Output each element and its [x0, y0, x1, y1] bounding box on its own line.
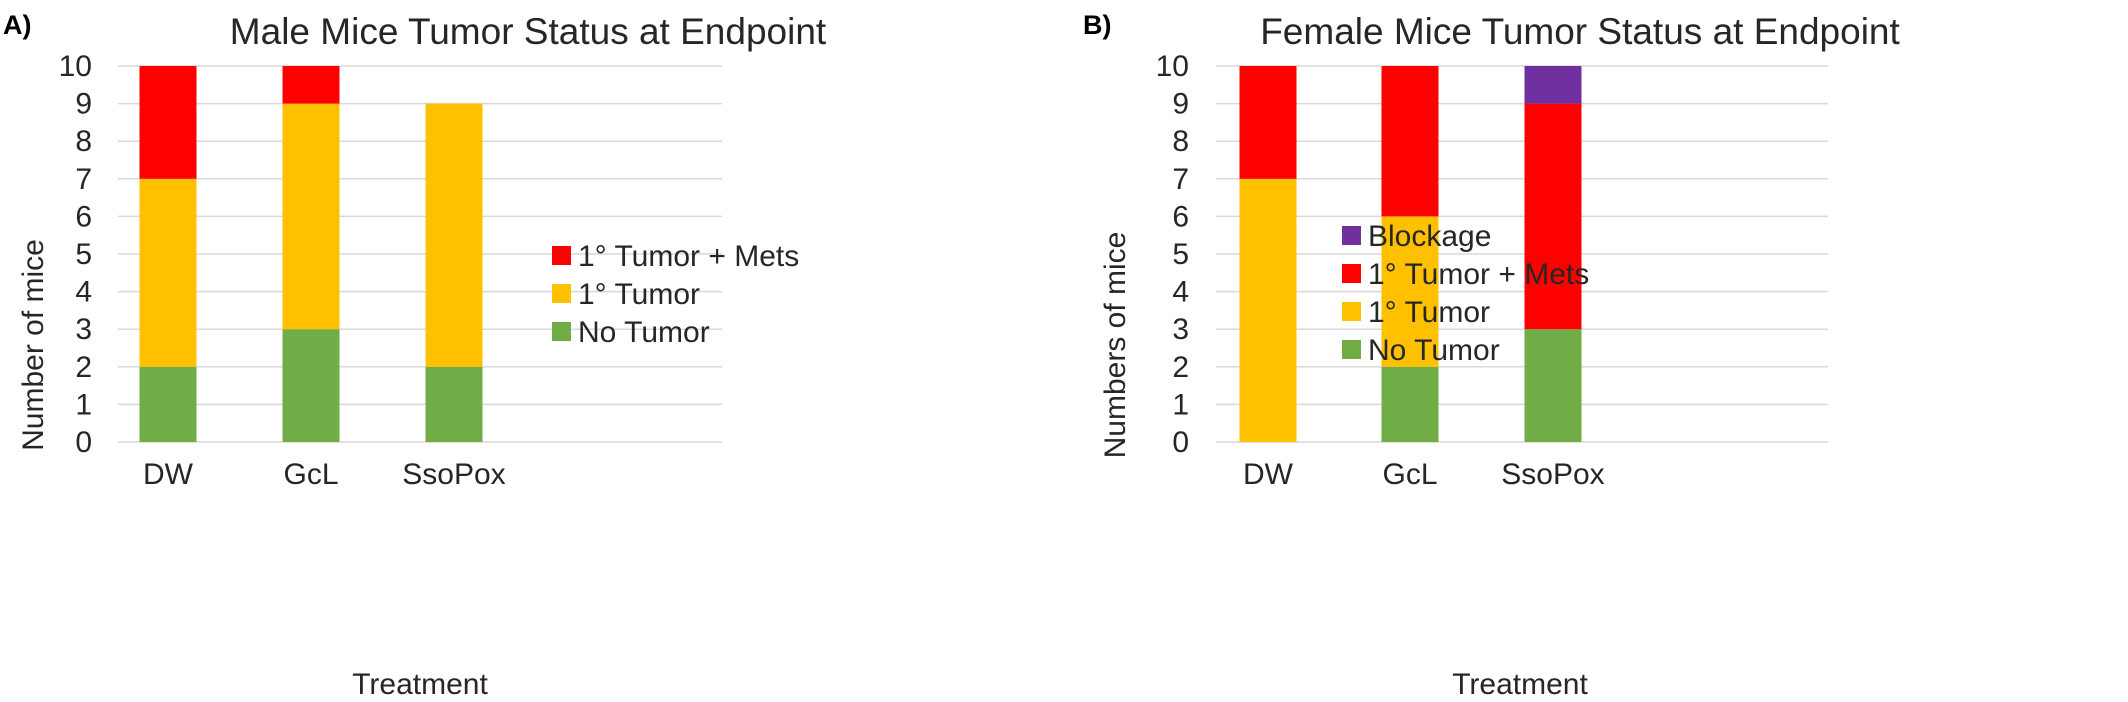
y-tick-label-9: 9 — [1172, 88, 1189, 121]
y-tick-label-2: 2 — [75, 351, 92, 384]
y-tick-label-0: 0 — [1172, 426, 1189, 459]
bar-ssopox-no-tumor — [1524, 329, 1582, 442]
y-tick-label-0: 0 — [75, 426, 92, 459]
y-tick-label-3: 3 — [75, 313, 92, 346]
panel-label-b: B) — [1083, 10, 1112, 40]
x-ticks-male: DW GcL SsoPox — [143, 458, 506, 491]
legend-label-1-tumor: 1° Tumor — [578, 278, 700, 311]
legend-label-no-tumor: No Tumor — [1368, 334, 1500, 367]
bar-gcl-no-tumor — [282, 329, 340, 442]
legend-swatch-1-tumor — [1342, 302, 1361, 321]
bars-female — [1239, 66, 1582, 443]
legend-swatch-1-tumor — [552, 284, 571, 303]
legend-female: Blockage 1° Tumor + Mets 1° Tumor No Tumor — [1342, 220, 1589, 367]
y-axis-title-female: Numbers of mice — [1099, 232, 1132, 459]
y-tick-label-10: 10 — [1156, 50, 1189, 83]
x-tick-label-gcl: GcL — [1382, 458, 1437, 491]
y-tick-label-8: 8 — [75, 125, 92, 158]
chart-title-female: Female Mice Tumor Status at Endpoint — [1260, 11, 1900, 52]
legend-swatch-1-tumor-plus-mets — [552, 246, 571, 265]
y-tick-label-6: 6 — [75, 200, 92, 233]
bar-gcl-1-tumor — [1381, 216, 1439, 367]
gridlines-male — [118, 65, 722, 443]
y-tick-label-4: 4 — [1172, 276, 1189, 309]
bar-gcl-1-tumor-plus-mets — [1381, 66, 1439, 217]
legend-label-1-tumor-plus-mets: 1° Tumor + Mets — [578, 240, 799, 273]
chart-female-mice: B) Female Mice Tumor Status at Endpoint … — [1083, 10, 1901, 701]
legend-label-1-tumor: 1° Tumor — [1368, 296, 1490, 329]
legend-label-blockage: Blockage — [1368, 220, 1491, 253]
bar-dw-1-tumor — [1239, 178, 1297, 443]
bar-dw-1-tumor-plus-mets — [139, 66, 197, 179]
y-tick-label-1: 1 — [1172, 388, 1189, 421]
y-tick-label-6: 6 — [1172, 200, 1189, 233]
gridlines-female — [1216, 65, 1828, 443]
legend-swatch-no-tumor — [1342, 340, 1361, 359]
x-tick-label-ssopox: SsoPox — [402, 458, 505, 491]
bar-ssopox-blockage — [1524, 66, 1582, 104]
y-tick-label-4: 4 — [75, 276, 92, 309]
bar-ssopox-no-tumor — [425, 366, 483, 442]
bar-ssopox-1-tumor — [425, 103, 483, 367]
bars-male — [139, 66, 483, 442]
legend-swatch-1-tumor-plus-mets — [1342, 264, 1361, 283]
bar-gcl-no-tumor — [1381, 366, 1439, 442]
bar-dw-1-tumor — [139, 178, 197, 367]
bar-gcl-1-tumor — [282, 103, 340, 330]
y-tick-label-5: 5 — [75, 238, 92, 271]
y-tick-label-5: 5 — [1172, 238, 1189, 271]
y-tick-label-1: 1 — [75, 388, 92, 421]
bar-dw-no-tumor — [139, 366, 197, 442]
y-tick-label-9: 9 — [75, 88, 92, 121]
legend-label-no-tumor: No Tumor — [578, 316, 710, 349]
legend-label-1-tumor-plus-mets: 1° Tumor + Mets — [1368, 258, 1589, 291]
chart-male-mice: A) Male Mice Tumor Status at Endpoint Nu… — [3, 10, 827, 701]
y-tick-label-8: 8 — [1172, 125, 1189, 158]
bar-ssopox-1-tumor-plus-mets — [1524, 103, 1582, 330]
y-ticks-male: 0 1 2 3 4 5 6 7 8 9 10 — [59, 50, 92, 459]
legend-swatch-no-tumor — [552, 322, 571, 341]
legend-swatch-blockage — [1342, 226, 1361, 245]
x-tick-label-ssopox: SsoPox — [1501, 458, 1604, 491]
x-ticks-female: DW GcL SsoPox — [1243, 458, 1605, 491]
legend-male: 1° Tumor + Mets 1° Tumor No Tumor — [552, 240, 799, 349]
y-tick-label-7: 7 — [1172, 163, 1189, 196]
x-axis-title-male: Treatment — [352, 668, 488, 701]
bar-gcl-1-tumor-plus-mets — [282, 66, 340, 104]
y-axis-title-male: Number of mice — [17, 239, 50, 451]
panel-label-a: A) — [3, 10, 32, 40]
x-tick-label-gcl: GcL — [283, 458, 338, 491]
chart-title-male: Male Mice Tumor Status at Endpoint — [230, 11, 827, 52]
y-ticks-female: 0 1 2 3 4 5 6 7 8 9 10 — [1156, 50, 1189, 459]
y-tick-label-3: 3 — [1172, 313, 1189, 346]
x-tick-label-dw: DW — [143, 458, 194, 491]
x-axis-title-female: Treatment — [1452, 668, 1588, 701]
y-tick-label-10: 10 — [59, 50, 92, 83]
bar-dw-1-tumor-plus-mets — [1239, 66, 1297, 179]
y-tick-label-2: 2 — [1172, 351, 1189, 384]
y-tick-label-7: 7 — [75, 163, 92, 196]
x-tick-label-dw: DW — [1243, 458, 1294, 491]
